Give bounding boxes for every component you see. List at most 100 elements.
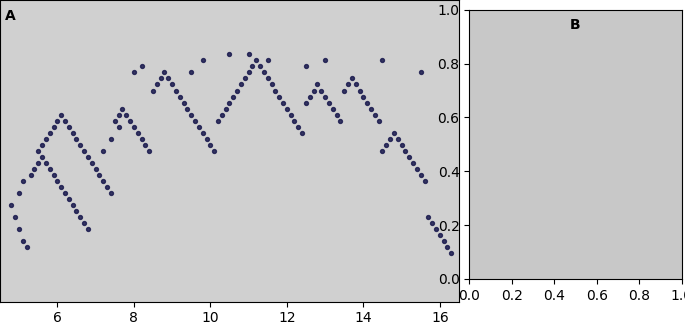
Point (400, 148, 411, 154)
Point (255, 64, 266, 69)
Point (209, 148, 220, 154)
Point (171, 88, 182, 93)
Point (377, 58, 388, 63)
Point (354, 88, 365, 93)
Point (55, 184, 66, 190)
Point (408, 160, 419, 166)
Point (166, 82, 177, 87)
Point (182, 106, 193, 111)
Point (212, 118, 223, 123)
Point (36, 142, 47, 148)
Point (197, 58, 208, 63)
Point (403, 154, 414, 159)
Point (90, 166, 101, 172)
Point (55, 112, 66, 117)
Point (14, 227, 25, 232)
Point (40, 136, 51, 141)
Point (6, 203, 17, 208)
Point (52, 118, 63, 123)
Point (128, 70, 139, 75)
Point (52, 178, 63, 184)
Point (75, 215, 86, 220)
Point (60, 191, 71, 196)
Text: B: B (570, 18, 581, 32)
Point (82, 227, 93, 232)
Point (338, 88, 349, 93)
Point (277, 100, 288, 105)
Point (113, 112, 124, 117)
Point (71, 209, 82, 214)
Point (205, 142, 216, 148)
Point (163, 76, 174, 81)
Point (358, 94, 369, 99)
Point (396, 142, 407, 148)
Point (419, 178, 430, 184)
Point (155, 76, 166, 81)
Point (105, 136, 116, 141)
Point (366, 106, 377, 111)
Point (36, 154, 47, 159)
Point (301, 64, 312, 69)
Point (335, 118, 346, 123)
Point (312, 82, 323, 87)
Point (71, 136, 82, 141)
Point (63, 196, 74, 202)
Point (190, 118, 201, 123)
Point (25, 173, 36, 178)
Point (98, 148, 109, 154)
Point (113, 124, 124, 129)
Point (33, 148, 44, 154)
Point (186, 112, 197, 117)
Point (220, 106, 231, 111)
Text: A: A (5, 9, 15, 23)
Point (377, 148, 388, 154)
Point (232, 88, 242, 93)
Point (105, 191, 116, 196)
Point (178, 100, 189, 105)
Point (434, 233, 445, 238)
Point (297, 130, 308, 135)
Point (373, 118, 384, 123)
Point (151, 82, 162, 87)
Point (262, 58, 273, 63)
Point (29, 166, 40, 172)
Point (289, 118, 300, 123)
Point (125, 118, 136, 123)
Point (63, 124, 74, 129)
Point (174, 94, 185, 99)
Point (285, 112, 296, 117)
Point (193, 124, 204, 129)
Point (412, 166, 423, 172)
Point (274, 94, 285, 99)
Point (262, 76, 273, 81)
Point (362, 100, 373, 105)
Point (301, 100, 312, 105)
Point (342, 82, 353, 87)
Point (293, 124, 304, 129)
Point (316, 88, 327, 93)
Point (236, 82, 247, 87)
Point (40, 160, 51, 166)
Point (14, 191, 25, 196)
Point (136, 136, 147, 141)
Point (327, 106, 338, 111)
Point (415, 70, 426, 75)
Point (45, 166, 55, 172)
Point (201, 136, 212, 141)
Point (228, 94, 239, 99)
Point (350, 82, 361, 87)
Point (243, 70, 254, 75)
Point (308, 88, 319, 93)
Point (48, 173, 59, 178)
Point (159, 70, 170, 75)
Point (147, 88, 158, 93)
Point (438, 239, 449, 244)
Point (86, 160, 97, 166)
Point (98, 178, 109, 184)
Point (224, 100, 235, 105)
Point (144, 148, 155, 154)
Point (216, 112, 227, 117)
Point (109, 118, 120, 123)
Point (33, 160, 44, 166)
Point (60, 118, 71, 123)
